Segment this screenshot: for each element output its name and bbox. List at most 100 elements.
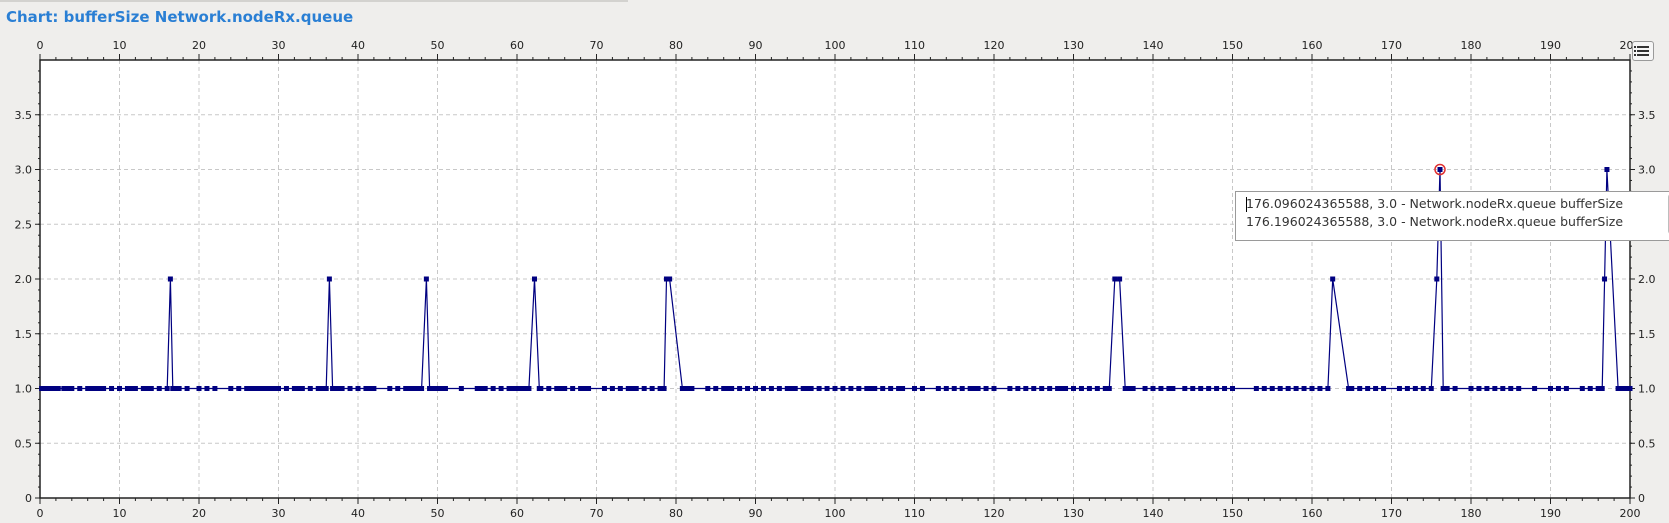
tooltip-line[interactable]: 176.196024365588, 3.0 - Network.nodeRx.q…: [1246, 214, 1624, 229]
data-point: [900, 386, 906, 391]
x-tick-label-bottom: 190: [1540, 507, 1561, 520]
data-point: [864, 386, 870, 391]
x-tick-label-top: 70: [590, 39, 604, 52]
data-point: [1440, 386, 1446, 391]
data-point: [61, 386, 67, 391]
data-point: [1330, 276, 1336, 282]
x-tick-label-top: 130: [1063, 39, 1084, 52]
data-point: [260, 386, 266, 391]
data-point: [176, 386, 182, 391]
data-point: [784, 386, 790, 391]
data-point: [164, 386, 170, 391]
data-point: [959, 386, 965, 391]
x-tick-label-top: 30: [272, 39, 286, 52]
x-tick-label-top: 170: [1381, 39, 1402, 52]
data-point: [264, 386, 270, 391]
data-point: [586, 386, 592, 391]
data-point: [1182, 386, 1188, 391]
x-tick-label-bottom: 100: [825, 507, 846, 520]
data-point: [458, 386, 464, 391]
data-point: [363, 386, 369, 391]
data-point: [228, 386, 234, 391]
data-point: [427, 386, 433, 391]
data-point: [1500, 386, 1506, 391]
data-point: [912, 386, 917, 391]
data-point: [804, 386, 810, 391]
data-point: [1587, 386, 1593, 391]
y-tick-label-left: 2.0: [15, 273, 33, 286]
data-tooltip[interactable]: 176.096024365588, 3.0 - Network.nodeRx.q…: [1235, 191, 1669, 241]
data-point: [888, 386, 894, 391]
data-point: [442, 386, 448, 391]
data-point: [51, 386, 57, 391]
data-point: [1293, 386, 1299, 391]
data-point: [272, 386, 278, 391]
highlighted-point: [1434, 163, 1446, 176]
data-point: [856, 386, 862, 391]
data-point: [582, 386, 588, 391]
y-tick-label-right: 3.5: [1638, 109, 1656, 122]
data-point: [729, 386, 735, 391]
data-point: [558, 386, 564, 391]
data-point: [299, 386, 305, 391]
x-tick-label-top: 120: [984, 39, 1005, 52]
data-point: [1516, 386, 1522, 391]
data-point: [1112, 276, 1118, 282]
data-point: [896, 386, 902, 391]
data-point: [657, 386, 663, 391]
x-tick-label-top: 140: [1143, 39, 1164, 52]
data-point: [514, 386, 520, 391]
data-point: [1230, 386, 1235, 391]
legend-list-icon[interactable]: [1632, 41, 1654, 61]
data-point: [1428, 386, 1434, 391]
tooltip-line[interactable]: 176.096024365588, 3.0 - Network.nodeRx.q…: [1246, 196, 1624, 211]
data-point: [1078, 386, 1084, 391]
x-tick-label-bottom: 20: [192, 507, 206, 520]
data-point: [788, 386, 794, 391]
data-point: [407, 386, 413, 391]
y-tick-label-left: 0: [25, 492, 32, 505]
data-point: [919, 386, 925, 391]
data-point: [1130, 386, 1136, 391]
data-point: [1214, 386, 1220, 391]
data-point: [291, 386, 297, 391]
data-point: [256, 386, 262, 391]
x-tick-label-bottom: 50: [431, 507, 445, 520]
data-point: [1222, 386, 1228, 391]
data-point: [1071, 386, 1076, 391]
data-point: [89, 386, 95, 391]
data-point: [1086, 386, 1092, 391]
data-point: [721, 386, 727, 391]
data-point: [1604, 167, 1610, 172]
data-point: [510, 386, 516, 391]
y-tick-label-right: 2.0: [1638, 273, 1656, 286]
data-point: [1126, 386, 1132, 391]
data-point: [415, 386, 421, 391]
data-point: [167, 276, 173, 282]
data-point: [1381, 386, 1387, 391]
data-point: [1548, 386, 1553, 391]
data-point: [1484, 386, 1490, 391]
data-point: [323, 386, 329, 391]
data-point: [1261, 386, 1267, 391]
tab-strip: [0, 0, 628, 2]
data-point: [482, 386, 488, 391]
y-tick-label-left: 1.0: [15, 383, 33, 396]
data-point: [840, 386, 846, 391]
data-point: [681, 386, 687, 391]
data-point: [1158, 386, 1164, 391]
x-tick-label-top: 20: [192, 39, 206, 52]
data-point: [55, 386, 61, 391]
data-point: [204, 386, 210, 391]
y-tick-label-right: 3.0: [1638, 164, 1656, 177]
x-tick-label-bottom: 110: [904, 507, 925, 520]
data-point: [1476, 386, 1482, 391]
data-point: [1122, 386, 1128, 391]
data-point: [1023, 386, 1029, 391]
data-point: [326, 276, 332, 282]
data-point: [1039, 386, 1045, 391]
data-point: [737, 386, 743, 391]
data-point: [1555, 386, 1561, 391]
data-point: [531, 276, 537, 282]
